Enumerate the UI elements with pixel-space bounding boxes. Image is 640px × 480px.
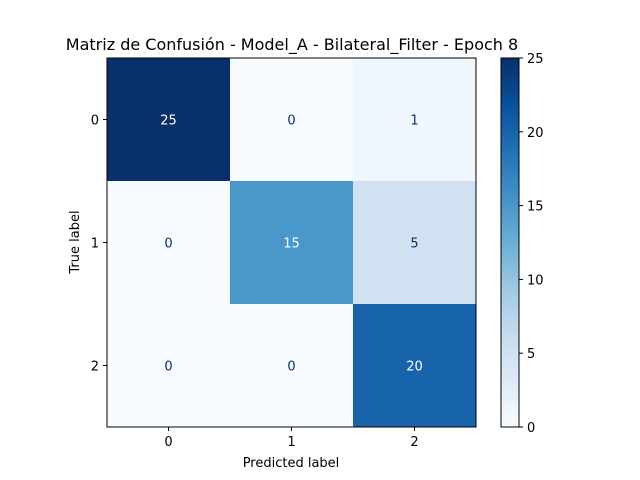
matrix-cell-2-2 xyxy=(353,304,476,427)
matrix-cell-0-2 xyxy=(353,58,476,181)
matrix-cell-1-2 xyxy=(353,181,476,304)
matrix-cells xyxy=(107,58,476,427)
y-tick-label: 2 xyxy=(91,360,99,375)
x-axis-ticks: 0 1 2 xyxy=(164,427,419,450)
matrix-cell-2-1 xyxy=(230,304,353,427)
y-tick-label: 1 xyxy=(91,237,99,252)
colorbar-tick-label: 10 xyxy=(527,273,544,288)
colorbar-tick-label: 15 xyxy=(527,200,544,215)
matrix-cell-2-0 xyxy=(107,304,230,427)
cell-value-label: 25 xyxy=(160,114,177,129)
matrix-cell-0-0 xyxy=(107,58,230,181)
colorbar-tick-label: 5 xyxy=(527,347,535,362)
cell-value-label: 0 xyxy=(287,114,295,129)
cell-value-label: 0 xyxy=(164,237,172,252)
x-tick-label: 2 xyxy=(410,435,418,450)
colorbar-tick-label: 0 xyxy=(527,421,535,436)
colorbar-ticks: 0 5 10 15 20 25 xyxy=(519,52,544,436)
matrix-cell-0-1 xyxy=(230,58,353,181)
colorbar-tick-label: 25 xyxy=(527,52,544,67)
matrix-cell-labels: 25 0 1 0 15 5 0 0 20 xyxy=(160,114,423,375)
cell-value-label: 0 xyxy=(164,360,172,375)
x-tick-label: 0 xyxy=(164,435,172,450)
matrix-cell-1-0 xyxy=(107,181,230,304)
chart-title: Matriz de Confusión - Model_A - Bilatera… xyxy=(66,35,518,55)
cell-value-label: 1 xyxy=(410,114,418,129)
x-tick-label: 1 xyxy=(287,435,295,450)
y-axis-ticks: 0 1 2 xyxy=(91,114,107,375)
matrix-cell-1-1 xyxy=(230,181,353,304)
cell-value-label: 0 xyxy=(287,360,295,375)
y-tick-label: 0 xyxy=(91,114,99,129)
cell-value-label: 5 xyxy=(410,237,418,252)
x-axis-label: Predicted label xyxy=(243,456,340,471)
colorbar-tick-label: 20 xyxy=(527,126,544,141)
y-axis-label: True label xyxy=(68,210,83,274)
colorbar xyxy=(500,57,520,428)
cell-value-label: 20 xyxy=(406,360,423,375)
cell-value-label: 15 xyxy=(283,237,300,252)
